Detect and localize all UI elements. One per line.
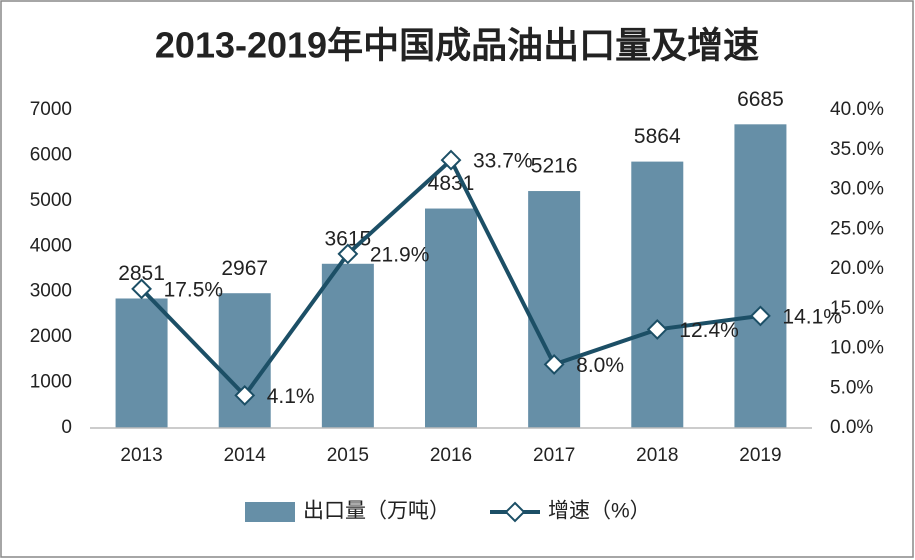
bar bbox=[218, 293, 271, 428]
y-tick-label: 4000 bbox=[30, 235, 72, 256]
bar-value-label: 2851 bbox=[118, 262, 165, 285]
x-tick-label: 2016 bbox=[430, 445, 472, 466]
line-value-label: 33.7% bbox=[473, 150, 533, 173]
y-tick-label: 3000 bbox=[30, 281, 72, 302]
bar bbox=[321, 263, 374, 428]
bar bbox=[734, 124, 787, 428]
bar-value-label: 2967 bbox=[221, 257, 268, 280]
line-value-label: 12.4% bbox=[679, 319, 739, 342]
y2-tick-label: 10.0% bbox=[830, 338, 884, 359]
y2-tick-label: 5.0% bbox=[830, 377, 873, 398]
bar bbox=[528, 191, 581, 428]
marker bbox=[646, 319, 668, 340]
marker bbox=[337, 243, 359, 265]
bar-value-label: 6685 bbox=[737, 88, 784, 111]
bar bbox=[425, 208, 477, 428]
y2-tick-label: 40.0% bbox=[830, 99, 884, 120]
x-tick-label: 2013 bbox=[120, 445, 162, 466]
bar bbox=[115, 298, 168, 428]
y-tick-label: 2000 bbox=[30, 326, 72, 347]
legend-label: 增速（%） bbox=[548, 500, 651, 523]
legend-label: 出口量（万吨） bbox=[303, 500, 450, 523]
marker bbox=[440, 149, 462, 171]
y-tick-label: 6000 bbox=[30, 144, 72, 165]
y2-tick-label: 25.0% bbox=[830, 218, 884, 239]
y-tick-label: 7000 bbox=[30, 99, 72, 120]
legend-marker bbox=[504, 501, 526, 523]
line-value-label: 8.0% bbox=[576, 354, 624, 377]
line-value-label: 21.9% bbox=[370, 243, 430, 266]
x-tick-label: 2015 bbox=[327, 445, 369, 466]
y2-tick-label: 35.0% bbox=[830, 139, 884, 160]
y2-tick-label: 0.0% bbox=[830, 417, 873, 438]
marker bbox=[234, 384, 256, 406]
bar-value-label: 5864 bbox=[634, 125, 681, 148]
y-tick-label: 0 bbox=[61, 417, 72, 438]
bar-value-label: 4831 bbox=[428, 172, 475, 195]
line-value-label: 14.1% bbox=[782, 305, 842, 328]
y-tick-label: 1000 bbox=[30, 372, 72, 393]
x-tick-label: 2017 bbox=[533, 445, 575, 466]
y2-tick-label: 20.0% bbox=[830, 258, 884, 279]
marker bbox=[131, 278, 152, 300]
chart-title: 2013-2019年中国成品油出口量及增速 bbox=[155, 25, 759, 66]
x-tick-label: 2019 bbox=[739, 445, 781, 466]
line-value-label: 4.1% bbox=[267, 385, 315, 408]
marker bbox=[750, 305, 771, 327]
y2-tick-label: 15.0% bbox=[830, 298, 884, 319]
line-value-label: 17.5% bbox=[164, 278, 224, 301]
marker bbox=[543, 353, 565, 375]
x-tick-label: 2014 bbox=[224, 445, 267, 466]
y2-tick-label: 30.0% bbox=[830, 179, 884, 200]
legend-swatch bbox=[245, 502, 295, 522]
bar-value-label: 5216 bbox=[531, 155, 578, 178]
y-tick-label: 5000 bbox=[30, 190, 72, 211]
bar bbox=[631, 161, 684, 428]
x-tick-label: 2018 bbox=[636, 445, 678, 466]
